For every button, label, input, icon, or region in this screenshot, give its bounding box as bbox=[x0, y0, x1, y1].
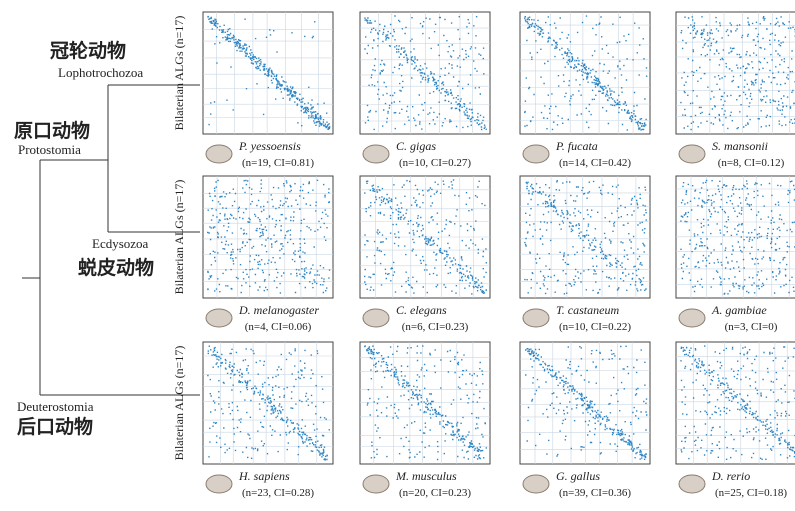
clade-label: Deuterostomia bbox=[17, 399, 94, 414]
species-icon bbox=[206, 145, 232, 163]
species-stats: (n=23, CI=0.28) bbox=[242, 487, 314, 499]
clade-label: 原口动物 bbox=[14, 119, 90, 142]
clade-label: Protostomia bbox=[18, 142, 81, 157]
species-icon bbox=[679, 145, 705, 163]
species-name: S. mansonii bbox=[712, 139, 768, 153]
clade-label: 后口动物 bbox=[17, 415, 93, 438]
species-icon bbox=[523, 145, 549, 163]
species-icon bbox=[363, 309, 389, 327]
species-name: T. castaneum bbox=[556, 303, 619, 317]
clade-label: Lophotrochozoa bbox=[58, 65, 143, 80]
figure: 冠轮动物 Lophotrochozoa 原口动物 Protostomia Ecd… bbox=[0, 0, 795, 511]
species-icon bbox=[523, 309, 549, 327]
y-axis-label: Bilaterian ALGs (n=17) bbox=[172, 346, 186, 461]
species-stats: (n=6, CI=0.23) bbox=[402, 321, 469, 333]
species-icon bbox=[679, 475, 705, 493]
species-icon bbox=[363, 475, 389, 493]
species-stats: (n=8, CI=0.12) bbox=[718, 157, 785, 169]
species-stats: (n=4, CI=0.06) bbox=[245, 321, 312, 333]
species-name: D. melanogaster bbox=[238, 303, 319, 317]
clade-label: 蜕皮动物 bbox=[78, 256, 154, 279]
species-name: D. rerio bbox=[711, 469, 750, 483]
species-icon bbox=[206, 475, 232, 493]
species-stats: (n=25, CI=0.18) bbox=[715, 487, 787, 499]
y-axis-label: Bilaterian ALGs (n=17) bbox=[172, 180, 186, 295]
clade-label: Ecdysozoa bbox=[92, 236, 149, 251]
species-icon bbox=[206, 309, 232, 327]
species-name: H. sapiens bbox=[238, 469, 290, 483]
species-name: P. yessoensis bbox=[238, 139, 301, 153]
species-stats: (n=14, CI=0.42) bbox=[559, 157, 631, 169]
species-name: A. gambiae bbox=[711, 303, 767, 317]
species-name: G. gallus bbox=[556, 469, 600, 483]
species-stats: (n=3, CI=0) bbox=[725, 321, 778, 333]
species-icon bbox=[523, 475, 549, 493]
clade-label: 冠轮动物 bbox=[50, 39, 126, 62]
species-icon bbox=[363, 145, 389, 163]
dot-plot-frame bbox=[203, 342, 333, 464]
species-stats: (n=39, CI=0.36) bbox=[559, 487, 631, 499]
dot-plot-frame bbox=[676, 342, 795, 464]
species-stats: (n=10, CI=0.22) bbox=[559, 321, 631, 333]
species-name: M. musculus bbox=[395, 469, 457, 483]
species-name: C. elegans bbox=[396, 303, 447, 317]
species-stats: (n=10, CI=0.27) bbox=[399, 157, 471, 169]
y-axis-label: Bilaterian ALGs (n=17) bbox=[172, 16, 186, 131]
species-stats: (n=19, CI=0.81) bbox=[242, 157, 314, 169]
species-name: P. fucata bbox=[555, 139, 598, 153]
species-name: C. gigas bbox=[396, 139, 436, 153]
species-icon bbox=[679, 309, 705, 327]
species-stats: (n=20, CI=0.23) bbox=[399, 487, 471, 499]
